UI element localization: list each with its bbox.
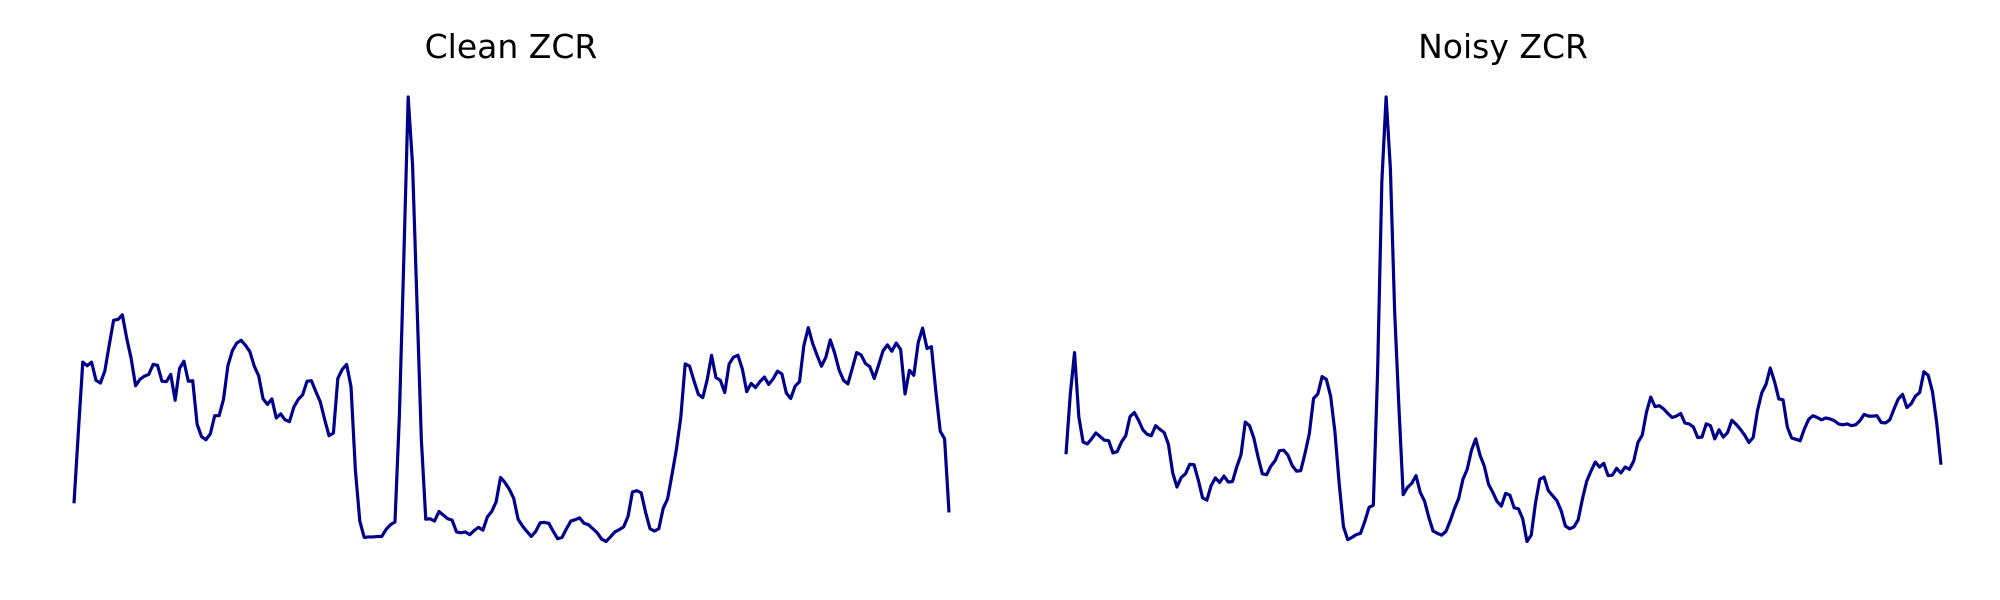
- noisy-zcr-title: Noisy ZCR: [1418, 27, 1588, 66]
- clean-zcr-panel: Clean ZCR: [72, 27, 951, 544]
- clean-zcr-line: [72, 95, 951, 544]
- noisy-zcr-panel: Noisy ZCR: [1064, 27, 1943, 544]
- noisy-zcr-line: [1064, 95, 1943, 544]
- clean-zcr-title: Clean ZCR: [425, 27, 598, 66]
